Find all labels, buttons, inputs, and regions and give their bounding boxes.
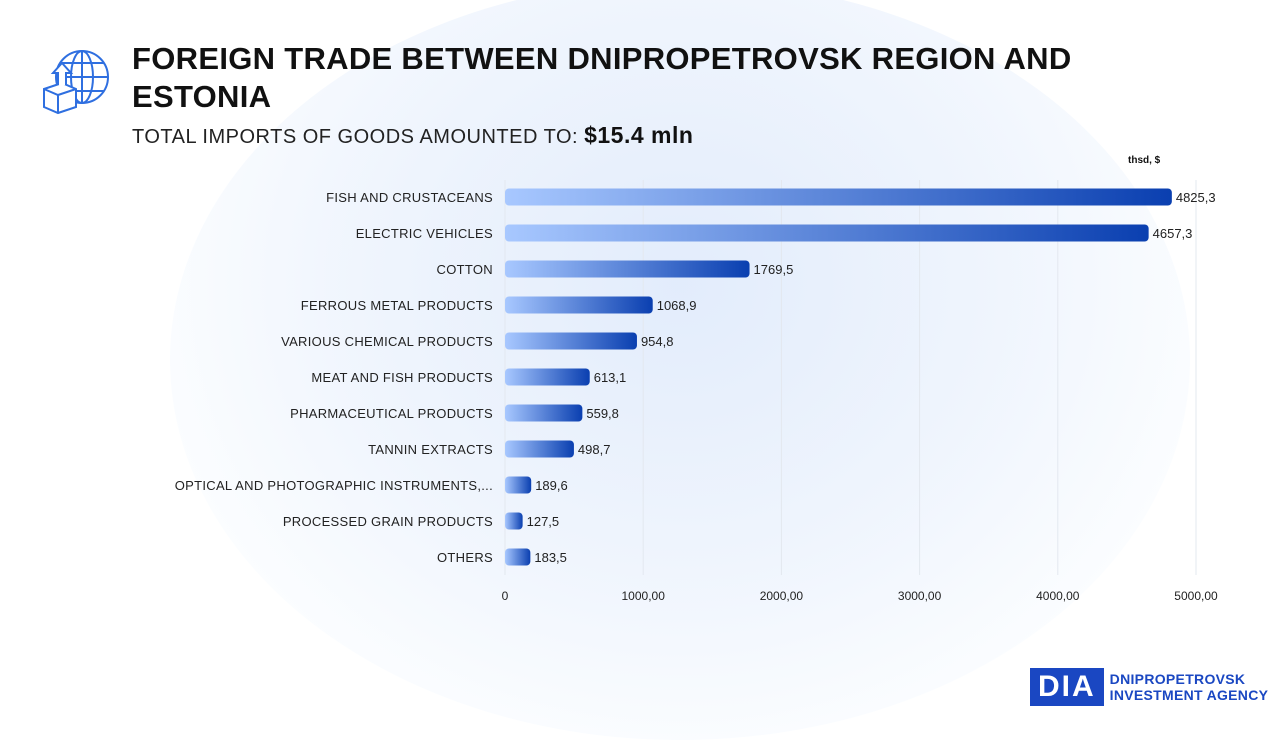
- x-tick-label: 3000,00: [898, 589, 942, 603]
- category-label: ELECTRIC VEHICLES: [356, 226, 493, 241]
- bar: [505, 224, 1149, 242]
- bar: [505, 476, 532, 494]
- value-label: 4657,3: [1153, 226, 1193, 241]
- bar: [505, 368, 590, 386]
- value-label: 613,1: [594, 370, 627, 385]
- value-label: 183,5: [534, 550, 567, 565]
- category-label: MEAT AND FISH PRODUCTS: [311, 370, 493, 385]
- x-tick-label: 4000,00: [1036, 589, 1080, 603]
- category-label: PROCESSED GRAIN PRODUCTS: [283, 514, 493, 529]
- category-label: FERROUS METAL PRODUCTS: [301, 298, 493, 313]
- x-tick-label: 5000,00: [1174, 589, 1218, 603]
- category-label: PHARMACEUTICAL PRODUCTS: [290, 406, 493, 421]
- bar: [505, 332, 637, 350]
- category-label: TANNIN EXTRACTS: [368, 442, 493, 457]
- bar: [505, 188, 1172, 206]
- value-label: 127,5: [527, 514, 560, 529]
- bar: [505, 260, 750, 278]
- bar: [505, 296, 653, 314]
- x-tick-label: 2000,00: [760, 589, 804, 603]
- page-title: FOREIGN TRADE BETWEEN DNIPROPETROVSK REG…: [132, 41, 1072, 114]
- background-circle: [170, 0, 1190, 740]
- category-label: OPTICAL AND PHOTOGRAPHIC INSTRUMENTS,...: [175, 478, 493, 493]
- bar: [505, 404, 583, 422]
- value-label: 4825,3: [1176, 190, 1216, 205]
- globe-export-icon: [43, 50, 109, 115]
- x-tick-label: 1000,00: [622, 589, 666, 603]
- category-label: VARIOUS CHEMICAL PRODUCTS: [281, 334, 493, 349]
- value-label: 559,8: [586, 406, 619, 421]
- dia-logo: DIA DNIPROPETROVSK INVESTMENT AGENCY: [1030, 668, 1268, 706]
- subtitle: TOTAL IMPORTS OF GOODS AMOUNTED TO: $15.4…: [132, 122, 694, 148]
- bar: [505, 440, 574, 458]
- category-label: OTHERS: [437, 550, 493, 565]
- category-label: COTTON: [437, 262, 493, 277]
- unit-label: thsd, $: [1128, 155, 1161, 166]
- bar-chart: 0 1000,00 2000,00 3000,00 4000,00 5000,00 FISH…: [175, 180, 1218, 603]
- bar: [505, 512, 523, 530]
- value-label: 189,6: [535, 478, 568, 493]
- value-label: 1769,5: [754, 262, 794, 277]
- x-tick-label: 0: [502, 589, 509, 603]
- value-label: 498,7: [578, 442, 611, 457]
- total-imports: $15.4 mln: [584, 122, 694, 148]
- bar: [505, 548, 531, 566]
- value-label: 1068,9: [657, 298, 697, 313]
- category-label: FISH AND CRUSTACEANS: [326, 190, 493, 205]
- value-label: 954,8: [641, 334, 674, 349]
